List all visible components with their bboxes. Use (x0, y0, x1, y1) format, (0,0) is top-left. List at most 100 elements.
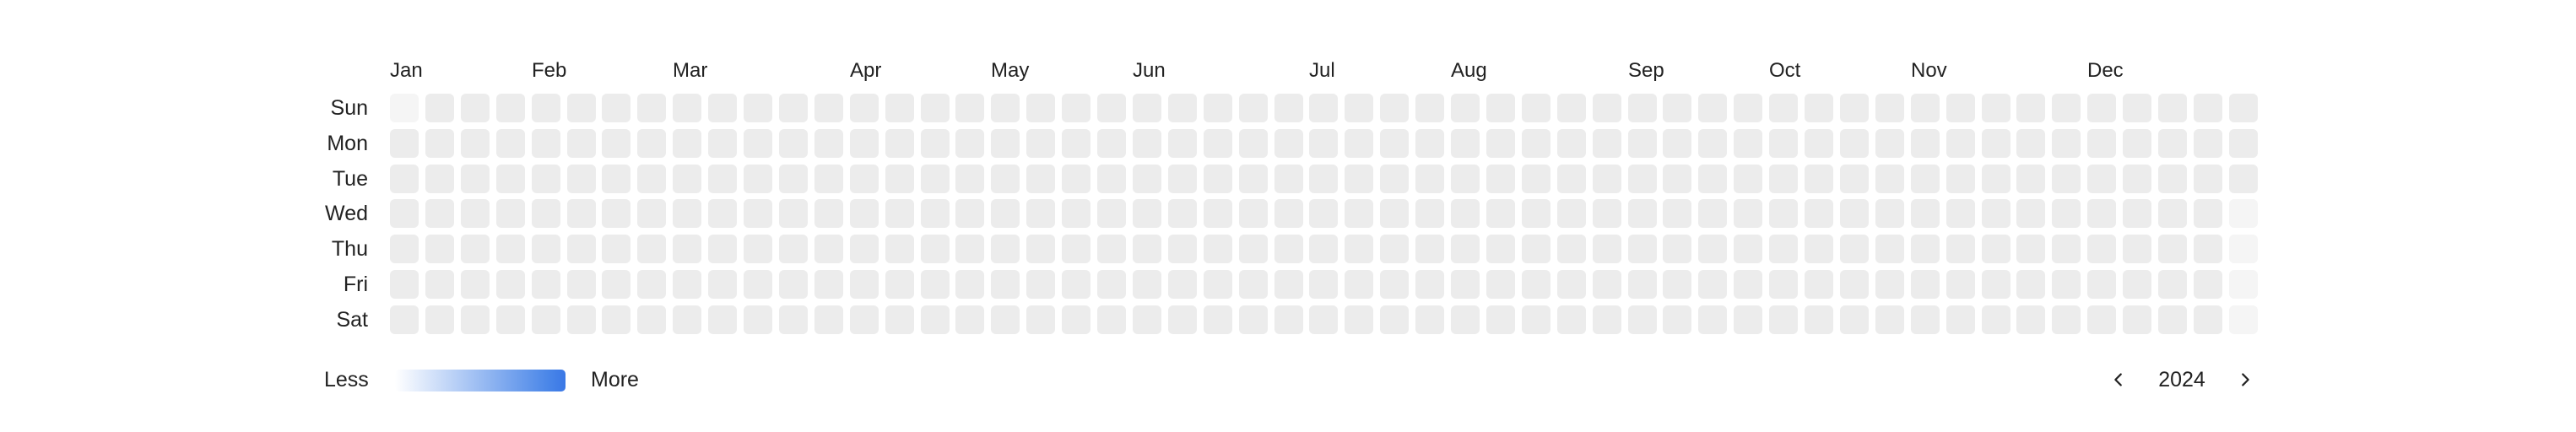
day-cell[interactable] (1805, 94, 1833, 122)
day-cell[interactable] (1380, 94, 1409, 122)
day-cell[interactable] (1133, 235, 1161, 263)
day-cell[interactable] (1380, 165, 1409, 193)
day-cell[interactable] (1168, 165, 1197, 193)
day-cell[interactable] (1663, 129, 1691, 158)
day-cell[interactable] (496, 129, 525, 158)
day-cell[interactable] (2087, 199, 2116, 228)
day-cell[interactable] (1734, 165, 1762, 193)
day-cell[interactable] (1168, 270, 1197, 299)
day-cell[interactable] (1946, 94, 1975, 122)
day-cell[interactable] (2194, 129, 2222, 158)
day-cell[interactable] (496, 199, 525, 228)
day-cell[interactable] (1982, 235, 2010, 263)
day-cell[interactable] (779, 94, 808, 122)
day-cell[interactable] (779, 199, 808, 228)
day-cell[interactable] (496, 235, 525, 263)
day-cell[interactable] (1911, 129, 1940, 158)
day-cell[interactable] (779, 270, 808, 299)
day-cell[interactable] (1663, 270, 1691, 299)
day-cell[interactable] (1204, 305, 1232, 334)
day-cell[interactable] (885, 270, 914, 299)
day-cell[interactable] (1309, 94, 1338, 122)
day-cell[interactable] (1982, 199, 2010, 228)
day-cell[interactable] (567, 129, 596, 158)
day-cell[interactable] (1840, 270, 1869, 299)
day-cell[interactable] (2016, 235, 2045, 263)
day-cell[interactable] (2016, 199, 2045, 228)
day-cell[interactable] (1062, 129, 1090, 158)
day-cell[interactable] (1769, 305, 1798, 334)
day-cell[interactable] (991, 199, 1020, 228)
day-cell[interactable] (1875, 94, 1904, 122)
day-cell[interactable] (885, 129, 914, 158)
day-cell[interactable] (2194, 165, 2222, 193)
day-cell[interactable] (532, 235, 560, 263)
day-cell[interactable] (2194, 305, 2222, 334)
day-cell[interactable] (1026, 165, 1055, 193)
day-cell[interactable] (1451, 94, 1480, 122)
day-cell[interactable] (1097, 94, 1126, 122)
day-cell[interactable] (1486, 270, 1515, 299)
day-cell[interactable] (2087, 235, 2116, 263)
day-cell[interactable] (885, 235, 914, 263)
day-cell[interactable] (779, 305, 808, 334)
day-cell[interactable] (1840, 199, 1869, 228)
day-cell[interactable] (1522, 270, 1550, 299)
day-cell[interactable] (708, 305, 737, 334)
day-cell[interactable] (1345, 270, 1373, 299)
day-cell[interactable] (1911, 270, 1940, 299)
day-cell[interactable] (1204, 199, 1232, 228)
day-cell[interactable] (1769, 270, 1798, 299)
day-cell[interactable] (1133, 305, 1161, 334)
day-cell[interactable] (1309, 199, 1338, 228)
day-cell[interactable] (1097, 270, 1126, 299)
day-cell[interactable] (637, 235, 666, 263)
day-cell[interactable] (461, 270, 490, 299)
day-cell[interactable] (1946, 199, 1975, 228)
day-cell[interactable] (1698, 270, 1727, 299)
day-cell[interactable] (2087, 270, 2116, 299)
day-cell[interactable] (1769, 129, 1798, 158)
day-cell[interactable] (1415, 129, 1444, 158)
day-cell[interactable] (1309, 165, 1338, 193)
day-cell[interactable] (390, 270, 419, 299)
day-cell[interactable] (1698, 305, 1727, 334)
day-cell[interactable] (1062, 94, 1090, 122)
day-cell[interactable] (1982, 129, 2010, 158)
day-cell[interactable] (673, 129, 701, 158)
day-cell[interactable] (850, 235, 879, 263)
day-cell[interactable] (1239, 305, 1268, 334)
day-cell[interactable] (1593, 129, 1621, 158)
day-cell[interactable] (1415, 235, 1444, 263)
day-cell[interactable] (1698, 129, 1727, 158)
day-cell[interactable] (602, 235, 630, 263)
day-cell[interactable] (1911, 94, 1940, 122)
day-cell[interactable] (1309, 305, 1338, 334)
day-cell[interactable] (2016, 129, 2045, 158)
day-cell[interactable] (1026, 235, 1055, 263)
day-cell[interactable] (1345, 165, 1373, 193)
day-cell[interactable] (2194, 270, 2222, 299)
day-cell[interactable] (991, 94, 1020, 122)
day-cell[interactable] (1593, 270, 1621, 299)
day-cell[interactable] (1982, 305, 2010, 334)
day-cell[interactable] (779, 235, 808, 263)
day-cell[interactable] (1769, 199, 1798, 228)
day-cell[interactable] (532, 305, 560, 334)
day-cell[interactable] (1769, 235, 1798, 263)
day-cell[interactable] (1593, 235, 1621, 263)
day-cell[interactable] (991, 270, 1020, 299)
day-cell[interactable] (1805, 270, 1833, 299)
day-cell[interactable] (425, 165, 454, 193)
day-cell[interactable] (1062, 199, 1090, 228)
day-cell[interactable] (955, 305, 984, 334)
day-cell[interactable] (708, 129, 737, 158)
day-cell[interactable] (1805, 235, 1833, 263)
day-cell[interactable] (1522, 129, 1550, 158)
day-cell[interactable] (567, 94, 596, 122)
day-cell[interactable] (955, 165, 984, 193)
day-cell[interactable] (673, 270, 701, 299)
day-cell[interactable] (1380, 305, 1409, 334)
day-cell[interactable] (2052, 199, 2081, 228)
day-cell[interactable] (496, 94, 525, 122)
